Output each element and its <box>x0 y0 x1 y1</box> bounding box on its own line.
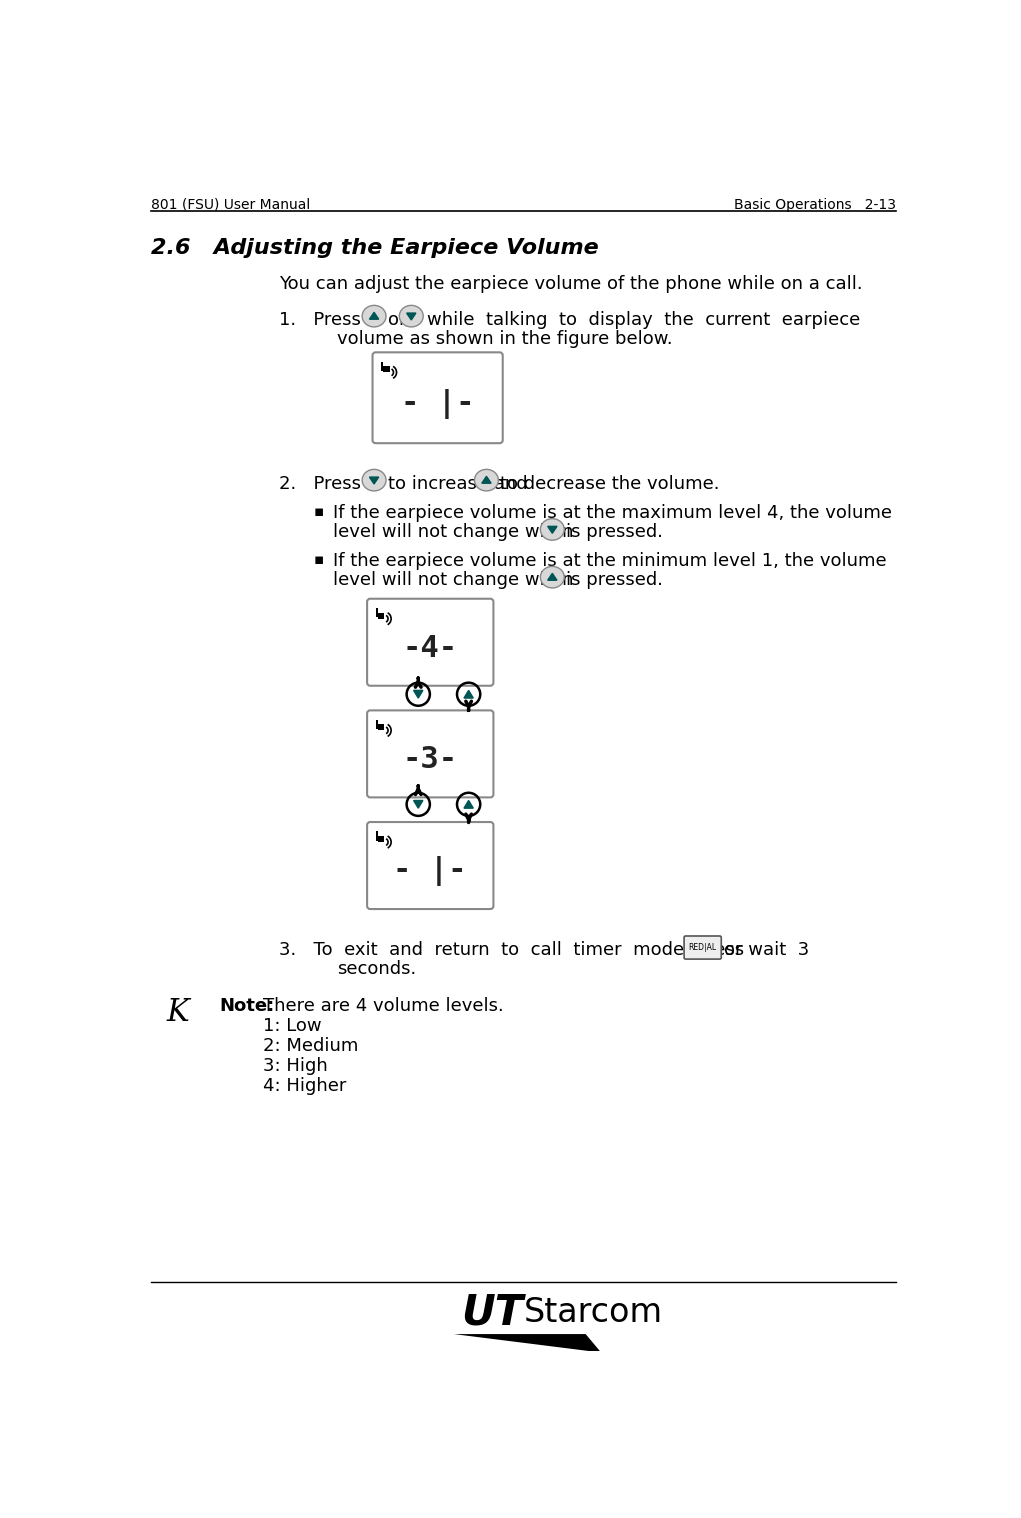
Text: - |-: - |- <box>401 389 475 419</box>
Text: ▪: ▪ <box>313 551 324 566</box>
Ellipse shape <box>475 469 498 490</box>
Text: 2.6   Adjusting the Earpiece Volume: 2.6 Adjusting the Earpiece Volume <box>151 238 598 258</box>
Text: 2: Medium: 2: Medium <box>263 1037 358 1055</box>
Text: -3-: -3- <box>402 745 457 774</box>
Text: 1.   Press: 1. Press <box>279 311 360 329</box>
Polygon shape <box>547 527 557 533</box>
Text: level will not change when: level will not change when <box>333 571 574 589</box>
Ellipse shape <box>540 566 565 587</box>
Text: Note:: Note: <box>220 997 275 1016</box>
Ellipse shape <box>540 519 565 540</box>
Polygon shape <box>370 477 379 484</box>
Bar <box>381 361 383 370</box>
Ellipse shape <box>399 305 424 326</box>
Polygon shape <box>414 800 423 808</box>
Bar <box>376 609 378 618</box>
Text: is pressed.: is pressed. <box>567 524 664 542</box>
Text: or: or <box>388 311 406 329</box>
Text: is pressed.: is pressed. <box>567 571 664 589</box>
Text: 3.   To  exit  and  return  to  call  timer  mode  press: 3. To exit and return to call timer mode… <box>279 941 744 958</box>
Bar <box>378 613 384 619</box>
Text: Basic Operations   2-13: Basic Operations 2-13 <box>734 197 895 211</box>
Text: 2.   Press: 2. Press <box>279 475 360 493</box>
Ellipse shape <box>362 469 386 490</box>
Text: to increase and: to increase and <box>388 475 528 493</box>
FancyBboxPatch shape <box>368 823 493 909</box>
Polygon shape <box>454 1334 601 1353</box>
Polygon shape <box>406 313 416 320</box>
Polygon shape <box>414 691 423 698</box>
Text: There are 4 volume levels.: There are 4 volume levels. <box>263 997 504 1016</box>
Text: 1: Low: 1: Low <box>263 1017 322 1035</box>
Polygon shape <box>464 691 474 698</box>
Bar <box>378 724 384 730</box>
Polygon shape <box>547 574 557 580</box>
Text: You can adjust the earpiece volume of the phone while on a call.: You can adjust the earpiece volume of th… <box>279 275 863 293</box>
FancyBboxPatch shape <box>373 352 502 443</box>
Polygon shape <box>482 477 491 483</box>
FancyBboxPatch shape <box>368 710 493 797</box>
Text: or wait  3: or wait 3 <box>724 941 810 958</box>
Text: Starcom: Starcom <box>524 1296 663 1330</box>
Text: K: K <box>166 997 189 1028</box>
Text: If the earpiece volume is at the maximum level 4, the volume: If the earpiece volume is at the maximum… <box>333 504 892 522</box>
Text: level will not change when: level will not change when <box>333 524 574 542</box>
Text: seconds.: seconds. <box>337 959 417 978</box>
FancyBboxPatch shape <box>684 937 721 959</box>
Text: -4-: -4- <box>402 633 457 662</box>
Polygon shape <box>464 800 474 808</box>
Text: 4: Higher: 4: Higher <box>263 1076 346 1094</box>
Ellipse shape <box>362 305 386 326</box>
Text: UT: UT <box>461 1292 524 1333</box>
Polygon shape <box>370 313 379 319</box>
Text: ▪: ▪ <box>313 504 324 519</box>
Bar <box>376 720 378 729</box>
Text: - |-: - |- <box>393 856 467 887</box>
Text: volume as shown in the figure below.: volume as shown in the figure below. <box>337 329 673 348</box>
Text: If the earpiece volume is at the minimum level 1, the volume: If the earpiece volume is at the minimum… <box>333 551 886 569</box>
Text: 801 (FSU) User Manual: 801 (FSU) User Manual <box>151 197 310 211</box>
Bar <box>376 832 378 841</box>
FancyBboxPatch shape <box>368 598 493 686</box>
Text: to decrease the volume.: to decrease the volume. <box>500 475 720 493</box>
Bar <box>383 366 390 372</box>
Text: while  talking  to  display  the  current  earpiece: while talking to display the current ear… <box>427 311 860 329</box>
Text: RED|AL: RED|AL <box>688 943 717 952</box>
Bar <box>378 836 384 842</box>
Text: 3: High: 3: High <box>263 1057 328 1075</box>
